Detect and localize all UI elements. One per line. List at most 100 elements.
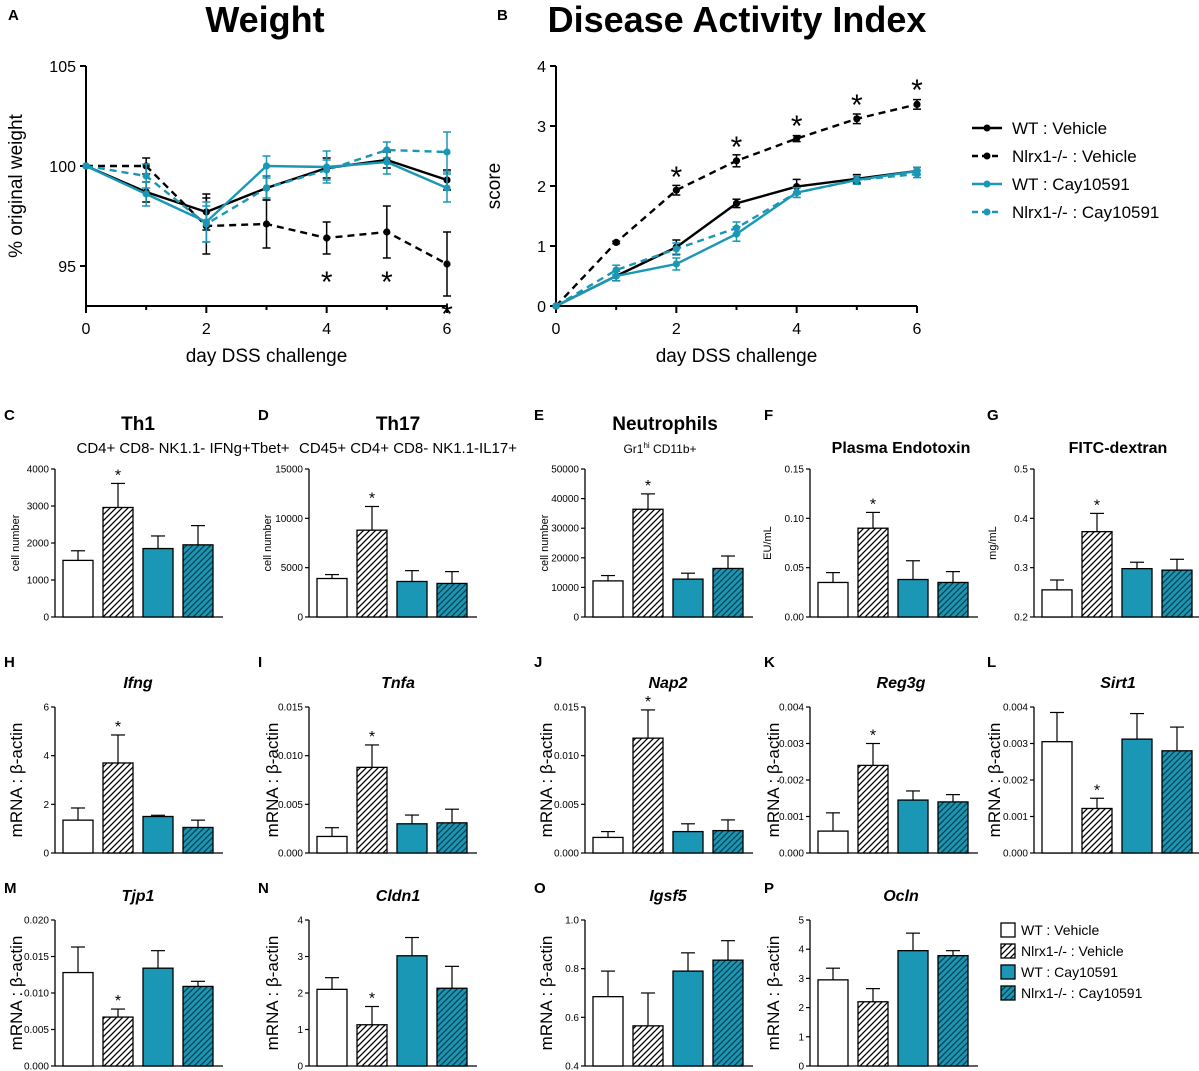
chart-title: Plasma Endotoxin [832, 440, 971, 457]
bar [182, 826, 214, 854]
significance-star: * [731, 131, 743, 164]
chart-title: Nap2 [648, 675, 687, 692]
y-tick-label: 0.000 [554, 849, 579, 860]
y-tick-label: 0 [43, 849, 49, 860]
y-axis-label: % original weight [6, 113, 27, 257]
significance-star: * [381, 266, 393, 299]
legend-label-nlrx1-cay: Nlrx1-/- : Cay10591 [1012, 203, 1159, 222]
panel-letter: F [764, 407, 773, 424]
y-tick-label: 0.3 [1014, 563, 1028, 574]
x-axis-label: day DSS challenge [656, 346, 818, 367]
data-point [793, 189, 801, 197]
significance-star: * [870, 496, 876, 513]
legend-entry-wt-vehicle: WT : Vehicle [972, 119, 1107, 138]
y-tick-label: 4 [798, 945, 804, 956]
bar [316, 835, 348, 854]
y-tick-label: 50000 [551, 465, 579, 476]
y-axis-label: mRNA : β-actin [7, 723, 26, 838]
y-tick-label: 0.002 [779, 776, 804, 787]
y-tick-label: 0 [297, 1062, 303, 1071]
bar [712, 567, 744, 618]
bar-legend-label-nlrx1-cay: Nlrx1-/- : Cay10591 [1021, 985, 1143, 1001]
series-3 [82, 131, 451, 243]
significance-star: * [115, 719, 121, 736]
bar [142, 967, 174, 1067]
chart-subtitle: Gr1hi CD11b+ [623, 441, 696, 456]
significance-star: * [851, 89, 863, 122]
y-tick-label: 40000 [551, 494, 579, 505]
chart-title: Sirt1 [1100, 675, 1136, 692]
y-axis-label: cell number [539, 514, 551, 571]
y-tick-label: 10000 [551, 583, 579, 594]
data-point [913, 100, 921, 108]
chart-A: A Weight 95 100 105 0 2 4 6 day DSS challenge % or… [6, 0, 453, 367]
chart-M: M Tjp1 0.000 0.005 0.010 0.015 0.020 mRNA : β-a… [4, 880, 223, 1071]
chart-title: Th1 [121, 414, 155, 435]
y-tick-label: 30000 [551, 524, 579, 535]
y-tick-label: 20000 [551, 553, 579, 564]
bar [1121, 568, 1153, 618]
bar [436, 582, 468, 618]
bar [817, 830, 849, 854]
y-axis-label: mRNA : β-actin [263, 723, 282, 838]
bar [817, 581, 849, 618]
data-point [262, 220, 271, 228]
y-tick-label: 0.002 [1003, 776, 1028, 787]
y-tick-label: 0.015 [554, 703, 579, 714]
legend-entry-wt-cay: WT : Cay10591 [972, 175, 1130, 194]
bar-legend-label-wt-cay: WT : Cay10591 [1021, 964, 1118, 980]
bar [396, 823, 428, 854]
legend-label-wt-vehicle: WT : Vehicle [1012, 119, 1107, 138]
bar [182, 544, 214, 618]
data-point [612, 238, 620, 246]
data-point [612, 266, 620, 274]
chart-N: N Cldn1 0 1 2 3 4 mRNA : β-actin * [258, 880, 477, 1071]
bar [62, 819, 94, 854]
bar [857, 1001, 889, 1067]
bar [1081, 531, 1113, 618]
y-tick-label: 0.010 [278, 751, 303, 762]
data-point [732, 199, 741, 207]
panel-letter: H [4, 654, 15, 671]
data-point [672, 245, 680, 253]
y-tick-label: 0 [43, 613, 49, 624]
x-tick-label: 6 [443, 321, 452, 338]
x-tick-label: 2 [672, 321, 681, 338]
y-axis-label: mRNA : β-actin [764, 723, 783, 838]
significance-star: * [369, 991, 375, 1008]
bar [396, 955, 428, 1067]
legend-label-wt-cay: WT : Cay10591 [1012, 175, 1130, 194]
y-tick-label: 0.001 [779, 812, 804, 823]
bar [396, 580, 428, 618]
data-point [793, 135, 801, 143]
y-axis-label: cell number [10, 514, 22, 571]
bar [102, 762, 134, 854]
chart-J: J Nap2 0.000 0.005 0.010 0.015 mRNA : β-actin * [534, 654, 753, 860]
data-point [383, 146, 391, 154]
significance-star: * [369, 490, 375, 507]
y-tick-label: 0.000 [24, 1062, 49, 1071]
y-tick-label: 95 [58, 259, 76, 276]
chart-B: B Disease Activity Index 0 1 2 3 4 0 2 4 6 day DSS … [484, 0, 926, 367]
bar [712, 829, 744, 854]
x-axis-label: day DSS challenge [186, 346, 348, 367]
significance-star: * [115, 467, 121, 484]
data-point [142, 172, 150, 180]
y-tick-label: 3 [798, 974, 804, 985]
legend-swatch-wt-vehicle [1000, 922, 1016, 938]
bar [1081, 807, 1113, 854]
chart-H: H Ifng 0 2 4 6 mRNA : β-actin * [4, 654, 223, 860]
panel-letter: L [987, 654, 996, 671]
data-point [383, 228, 391, 236]
bar [356, 529, 388, 618]
significance-star: * [1094, 497, 1100, 514]
y-axis-label: mRNA : β-actin [985, 723, 1004, 838]
y-tick-label: 0.005 [24, 1025, 49, 1036]
panel-letter: M [4, 880, 17, 897]
y-tick-label: 1 [798, 1032, 804, 1043]
panel-letter: N [258, 880, 269, 897]
y-tick-label: 0.000 [779, 849, 804, 860]
panel-letter: E [534, 407, 544, 424]
y-tick-label: 4 [43, 751, 49, 762]
bar [1161, 569, 1193, 618]
